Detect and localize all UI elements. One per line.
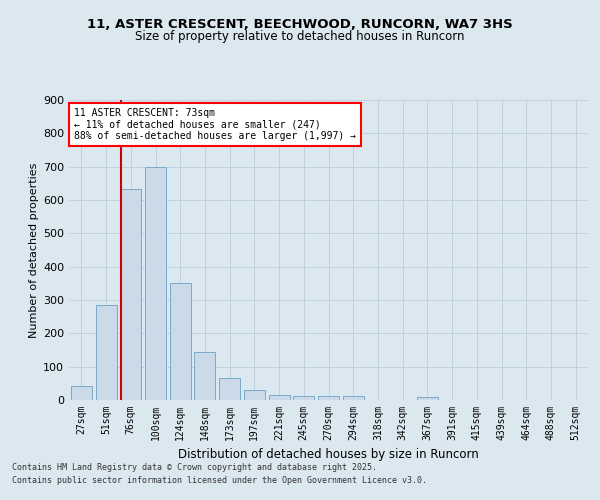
Text: Contains HM Land Registry data © Crown copyright and database right 2025.: Contains HM Land Registry data © Crown c… — [12, 464, 377, 472]
X-axis label: Distribution of detached houses by size in Runcorn: Distribution of detached houses by size … — [178, 448, 479, 462]
Bar — [417, 398, 438, 400]
Bar — [71, 386, 92, 400]
Bar — [145, 166, 166, 400]
Y-axis label: Number of detached properties: Number of detached properties — [29, 162, 39, 338]
Bar — [120, 190, 141, 400]
Bar — [244, 390, 265, 400]
Bar — [343, 396, 364, 400]
Text: Size of property relative to detached houses in Runcorn: Size of property relative to detached ho… — [135, 30, 465, 43]
Text: 11, ASTER CRESCENT, BEECHWOOD, RUNCORN, WA7 3HS: 11, ASTER CRESCENT, BEECHWOOD, RUNCORN, … — [87, 18, 513, 30]
Bar — [318, 396, 339, 400]
Bar — [219, 378, 240, 400]
Bar — [170, 284, 191, 400]
Bar — [194, 352, 215, 400]
Bar — [269, 395, 290, 400]
Bar — [293, 396, 314, 400]
Bar — [95, 305, 116, 400]
Text: 11 ASTER CRESCENT: 73sqm
← 11% of detached houses are smaller (247)
88% of semi-: 11 ASTER CRESCENT: 73sqm ← 11% of detach… — [74, 108, 356, 140]
Text: Contains public sector information licensed under the Open Government Licence v3: Contains public sector information licen… — [12, 476, 427, 485]
